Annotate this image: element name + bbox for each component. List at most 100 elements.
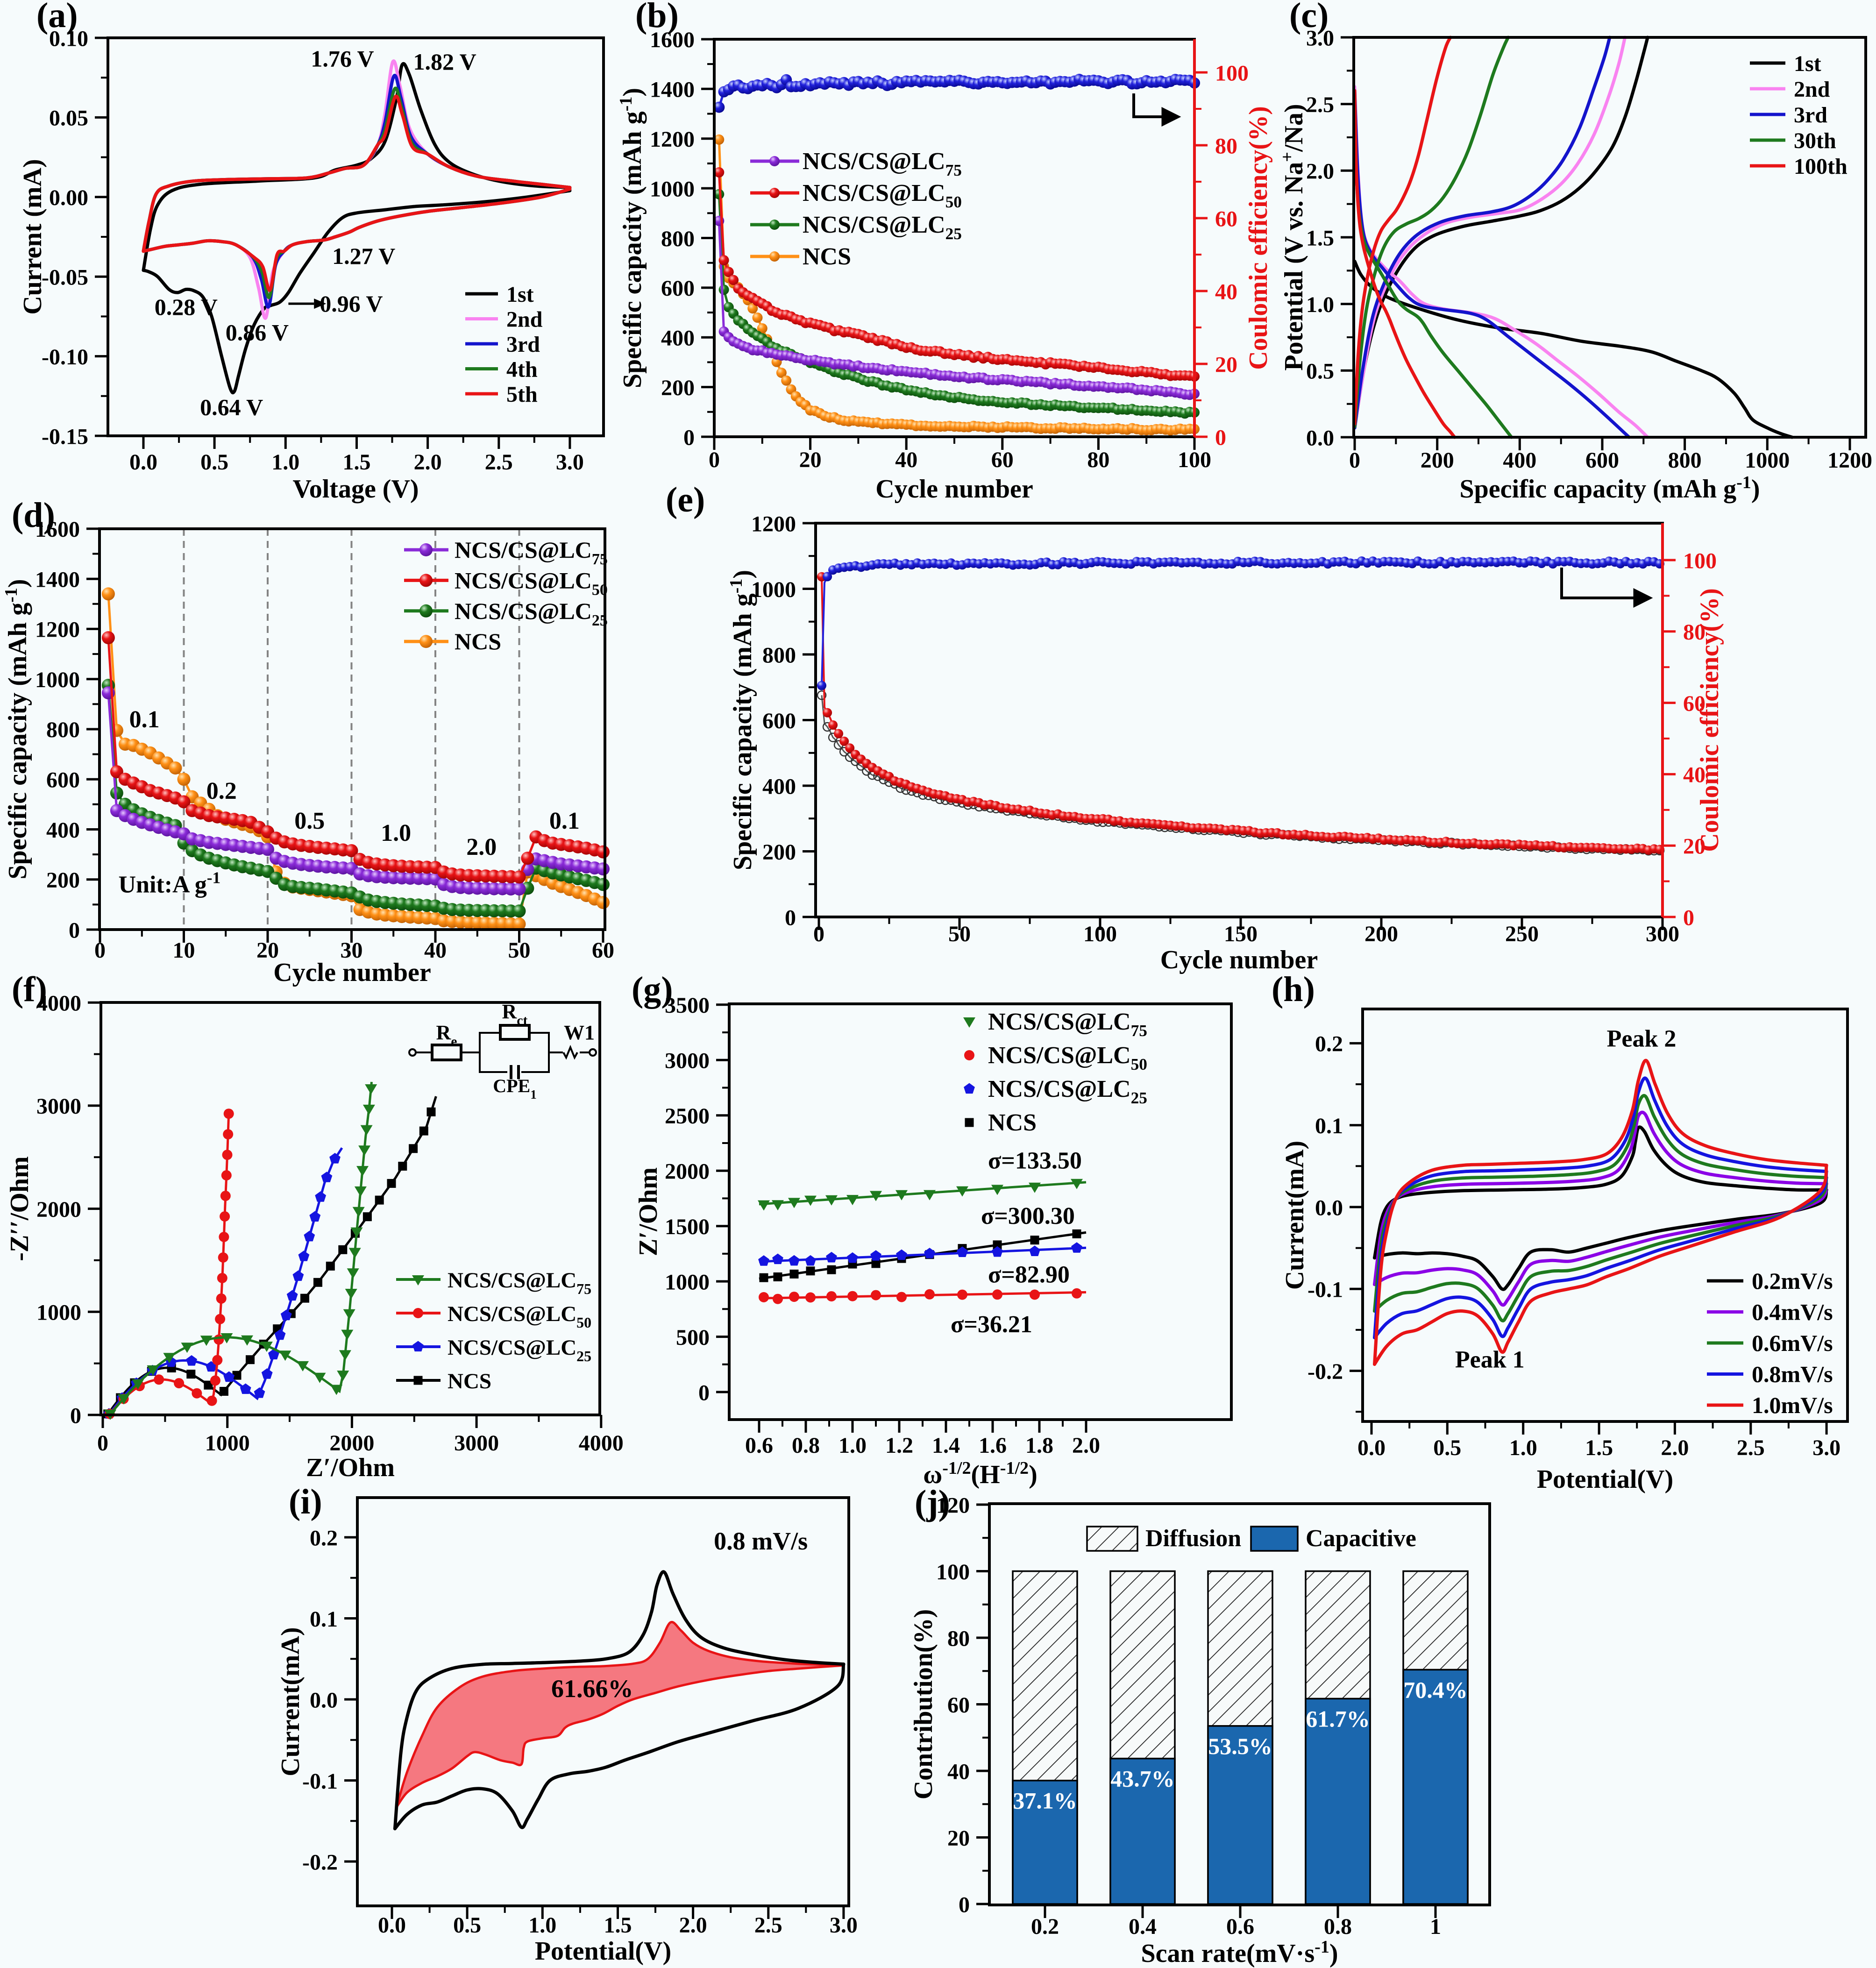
svg-text:80: 80 bbox=[1215, 134, 1237, 158]
svg-text:37.1%: 37.1% bbox=[1013, 1788, 1077, 1814]
svg-text:1200: 1200 bbox=[751, 512, 796, 536]
svg-text:W1: W1 bbox=[564, 1021, 595, 1044]
svg-text:400: 400 bbox=[1503, 448, 1536, 473]
svg-text:(h): (h) bbox=[1272, 970, 1315, 1009]
svg-text:-0.15: -0.15 bbox=[42, 424, 88, 449]
svg-text:Diffusion: Diffusion bbox=[1145, 1525, 1241, 1552]
svg-text:2000: 2000 bbox=[36, 1197, 81, 1222]
svg-text:3.0: 3.0 bbox=[830, 1913, 858, 1938]
svg-text:200: 200 bbox=[661, 376, 695, 400]
svg-text:Coulomic efficiency(%): Coulomic efficiency(%) bbox=[1695, 588, 1724, 852]
svg-text:σ=82.90: σ=82.90 bbox=[988, 1262, 1070, 1288]
svg-text:0.5: 0.5 bbox=[1306, 359, 1334, 384]
svg-text:-0.2: -0.2 bbox=[302, 1850, 338, 1875]
svg-text:600: 600 bbox=[1585, 448, 1619, 473]
svg-text:1000: 1000 bbox=[650, 177, 695, 201]
svg-text:0.1: 0.1 bbox=[1315, 1114, 1343, 1138]
svg-text:(e): (e) bbox=[666, 480, 705, 519]
svg-text:800: 800 bbox=[762, 643, 796, 668]
svg-text:0.8mV/s: 0.8mV/s bbox=[1752, 1361, 1833, 1387]
svg-text:100: 100 bbox=[936, 1560, 970, 1584]
svg-text:2.5: 2.5 bbox=[754, 1913, 782, 1938]
svg-text:(d): (d) bbox=[12, 496, 55, 535]
svg-text:0: 0 bbox=[698, 1380, 710, 1405]
svg-text:1.0: 1.0 bbox=[381, 820, 411, 846]
svg-text:300: 300 bbox=[1646, 922, 1679, 946]
svg-text:1200: 1200 bbox=[35, 618, 80, 642]
svg-text:1st: 1st bbox=[506, 282, 534, 307]
svg-text:2.5: 2.5 bbox=[485, 450, 513, 475]
svg-text:1000: 1000 bbox=[751, 577, 796, 602]
svg-text:2000: 2000 bbox=[329, 1431, 374, 1456]
svg-text:43.7%: 43.7% bbox=[1110, 1766, 1175, 1792]
svg-text:4000: 4000 bbox=[579, 1431, 624, 1456]
svg-text:0: 0 bbox=[69, 918, 80, 943]
svg-text:1.5: 1.5 bbox=[604, 1913, 632, 1938]
svg-text:0: 0 bbox=[1683, 905, 1694, 930]
svg-text:20: 20 bbox=[1683, 834, 1705, 859]
svg-text:-0.05: -0.05 bbox=[42, 265, 88, 290]
svg-text:2nd: 2nd bbox=[1794, 77, 1830, 102]
svg-text:0.5: 0.5 bbox=[294, 808, 325, 834]
svg-text:0: 0 bbox=[97, 1431, 108, 1456]
svg-text:80: 80 bbox=[1683, 620, 1705, 645]
svg-text:5th: 5th bbox=[506, 382, 538, 407]
svg-text:3000: 3000 bbox=[36, 1094, 81, 1119]
svg-text:1.0: 1.0 bbox=[839, 1433, 867, 1458]
svg-text:0.0: 0.0 bbox=[1306, 426, 1334, 450]
svg-text:0.2: 0.2 bbox=[310, 1526, 338, 1550]
svg-text:0.86 V: 0.86 V bbox=[226, 320, 289, 346]
svg-text:1.4: 1.4 bbox=[932, 1433, 960, 1458]
svg-text:Potential(V): Potential(V) bbox=[535, 1937, 671, 1966]
svg-text:2.5: 2.5 bbox=[1306, 92, 1334, 117]
svg-text:1.0: 1.0 bbox=[1509, 1435, 1537, 1460]
svg-text:1.5: 1.5 bbox=[1306, 226, 1334, 250]
svg-text:0: 0 bbox=[1215, 425, 1226, 450]
svg-text:40: 40 bbox=[895, 448, 917, 472]
svg-text:σ=133.50: σ=133.50 bbox=[988, 1148, 1082, 1174]
svg-text:70.4%: 70.4% bbox=[1403, 1677, 1468, 1703]
svg-text:0.1: 0.1 bbox=[549, 808, 580, 834]
svg-text:200: 200 bbox=[762, 840, 796, 865]
svg-text:0.5: 0.5 bbox=[453, 1913, 481, 1938]
svg-text:Z′/Ohm: Z′/Ohm bbox=[306, 1453, 395, 1482]
svg-text:Potential(V): Potential(V) bbox=[1537, 1465, 1673, 1494]
svg-text:1000: 1000 bbox=[36, 1300, 81, 1325]
svg-text:NCS/CS@LC25​: NCS/CS@LC25​ bbox=[455, 598, 608, 629]
svg-text:0: 0 bbox=[70, 1403, 81, 1428]
svg-text:0.2: 0.2 bbox=[1315, 1032, 1343, 1057]
svg-text:60: 60 bbox=[947, 1693, 970, 1718]
svg-text:NCS/CS@LC75​: NCS/CS@LC75​ bbox=[448, 1268, 591, 1297]
svg-text:0.0: 0.0 bbox=[1315, 1195, 1343, 1220]
svg-text:1.0: 1.0 bbox=[1306, 292, 1334, 317]
svg-text:0.1: 0.1 bbox=[310, 1607, 338, 1632]
svg-text:1.5: 1.5 bbox=[1585, 1435, 1613, 1460]
svg-text:Z′/Ohm: Z′/Ohm bbox=[634, 1167, 663, 1256]
svg-text:-0.2: -0.2 bbox=[1308, 1359, 1343, 1384]
svg-text:NCS: NCS bbox=[455, 628, 501, 654]
svg-text:500: 500 bbox=[676, 1325, 710, 1350]
svg-text:-0.10: -0.10 bbox=[42, 345, 88, 369]
svg-text:80: 80 bbox=[947, 1626, 970, 1651]
svg-text:1.8: 1.8 bbox=[1025, 1433, 1053, 1458]
svg-text:NCS/CS@LC50​: NCS/CS@LC50​ bbox=[988, 1042, 1147, 1073]
svg-text:2nd: 2nd bbox=[506, 307, 543, 332]
svg-text:0.0: 0.0 bbox=[310, 1688, 338, 1712]
svg-text:2.0: 2.0 bbox=[1072, 1433, 1100, 1458]
svg-text:NCS: NCS bbox=[448, 1369, 491, 1393]
svg-text:3.0: 3.0 bbox=[1306, 26, 1334, 50]
svg-text:NCS/CS@LC50​: NCS/CS@LC50​ bbox=[448, 1302, 591, 1331]
svg-text:(g): (g) bbox=[632, 970, 673, 1009]
svg-text:Peak 1: Peak 1 bbox=[1455, 1347, 1525, 1373]
svg-text:2.0: 2.0 bbox=[1661, 1435, 1689, 1460]
svg-text:0.2: 0.2 bbox=[1031, 1914, 1059, 1939]
svg-text:0.0: 0.0 bbox=[378, 1913, 406, 1938]
svg-text:1.0: 1.0 bbox=[271, 450, 299, 475]
svg-text:800: 800 bbox=[1668, 448, 1702, 473]
svg-text:0.5: 0.5 bbox=[1433, 1435, 1461, 1460]
svg-text:100: 100 bbox=[1683, 548, 1717, 573]
svg-text:NCS/CS@LC75​: NCS/CS@LC75​ bbox=[455, 537, 608, 568]
svg-text:3.0: 3.0 bbox=[556, 450, 584, 475]
svg-text:NCS/CS@LC25​: NCS/CS@LC25​ bbox=[803, 212, 962, 243]
svg-text:Voltage (V): Voltage (V) bbox=[292, 475, 419, 504]
